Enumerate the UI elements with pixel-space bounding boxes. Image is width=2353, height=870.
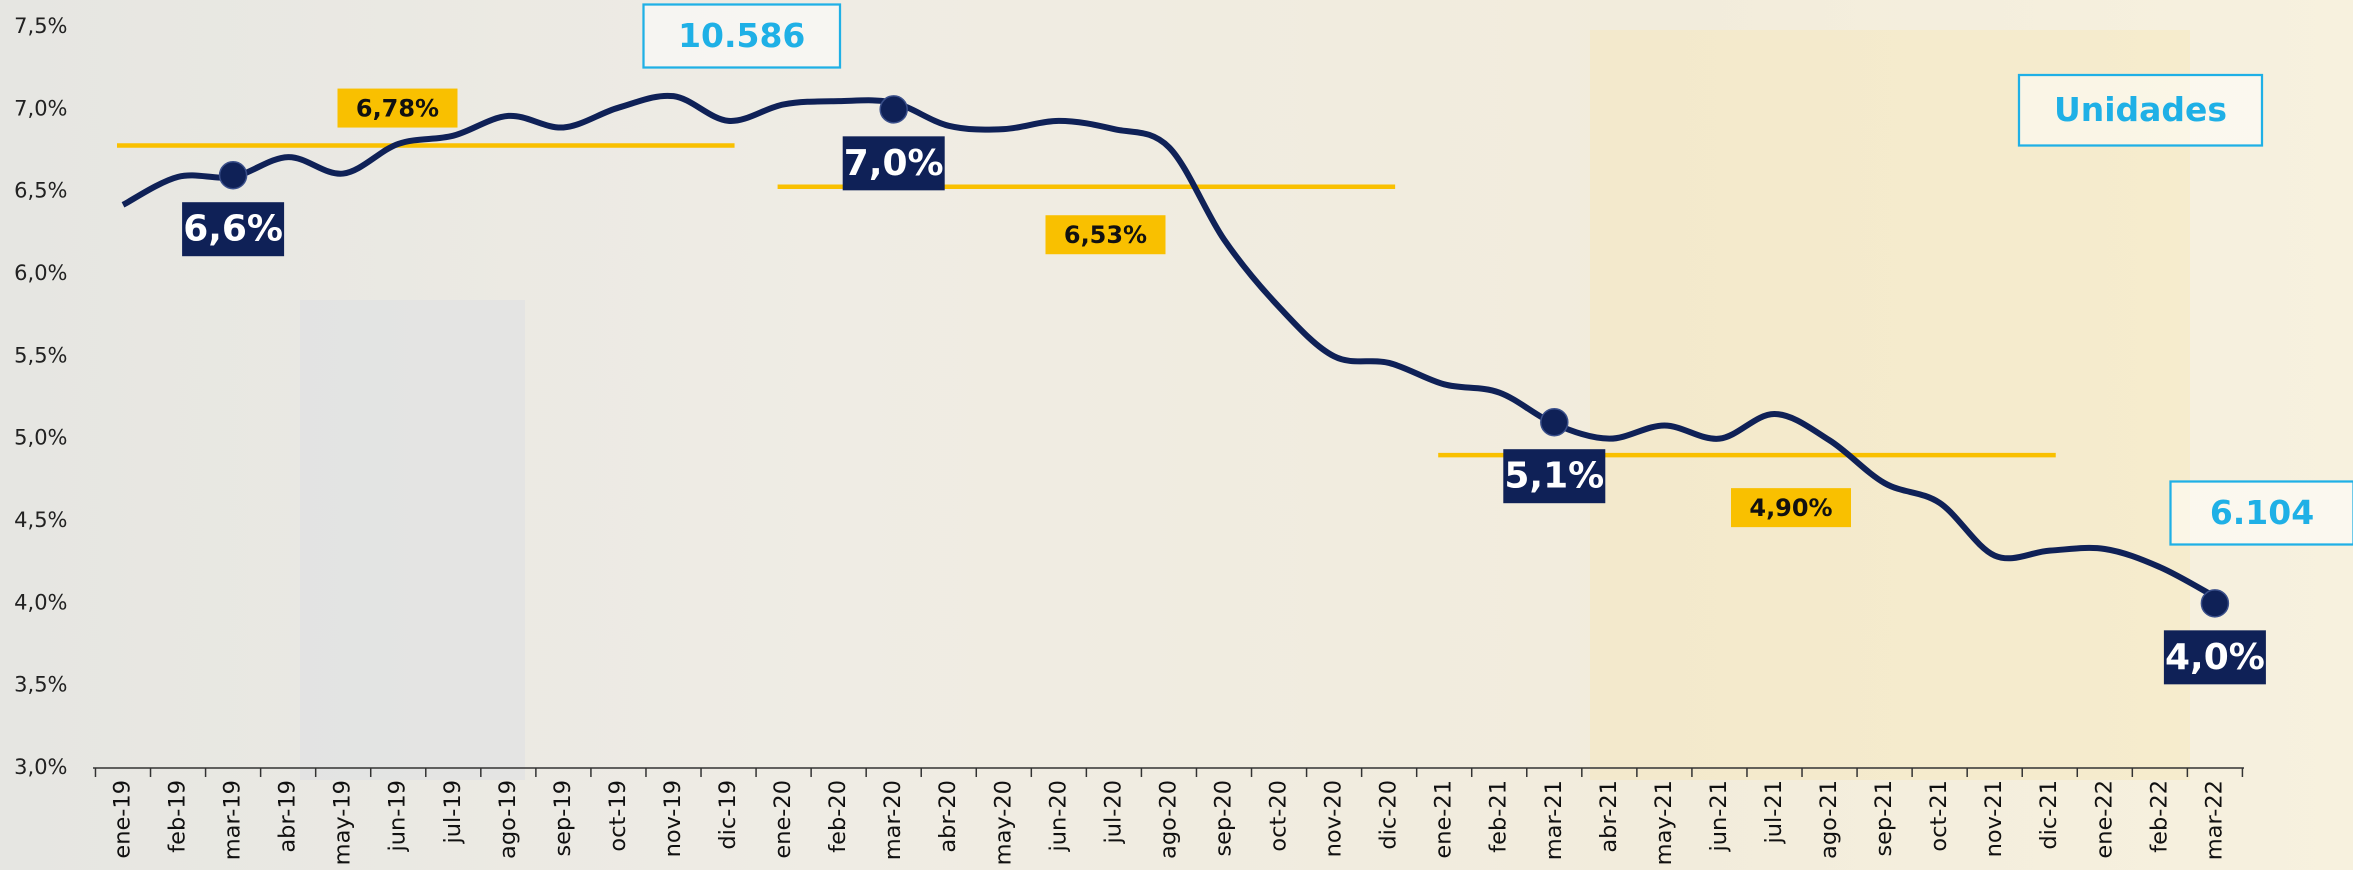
- x-tick-label: jul-20: [1100, 780, 1126, 844]
- x-tick-label: may-21: [1651, 780, 1677, 865]
- x-tick-label: dic-21: [2036, 780, 2062, 850]
- average-label: 6,78%: [356, 95, 439, 123]
- annotation: Unidades: [2054, 90, 2227, 129]
- x-tick-label: mar-20: [880, 780, 906, 860]
- x-tick-label: oct-21: [1926, 780, 1952, 852]
- x-tick-label: mar-22: [2201, 780, 2227, 860]
- x-tick-label: dic-19: [715, 780, 741, 850]
- x-tick-label: jun-19: [385, 780, 411, 852]
- x-tick-label: jul-21: [1761, 780, 1787, 844]
- y-tick-label: 4,5%: [14, 508, 67, 532]
- x-tick-label: jun-20: [1045, 780, 1071, 852]
- x-tick-label: feb-19: [165, 780, 191, 853]
- highlight-point: [880, 96, 907, 123]
- x-tick-label: jul-19: [440, 780, 466, 844]
- x-tick-label: nov-19: [660, 780, 686, 857]
- y-tick-label: 7,0%: [14, 96, 67, 120]
- x-tick-label: mar-19: [220, 780, 246, 860]
- x-tick-label: feb-22: [2146, 780, 2172, 853]
- x-tick-label: feb-21: [1486, 780, 1512, 853]
- page: {"chart_data": {"type": "line", "categor…: [0, 0, 2353, 870]
- highlight-label: 4,0%: [2165, 637, 2265, 678]
- y-tick-label: 3,0%: [14, 755, 67, 779]
- annotation: 6.104: [2210, 493, 2314, 532]
- x-tick-label: ene-20: [770, 780, 796, 859]
- x-tick-label: ago-19: [495, 780, 521, 859]
- highlight-label: 5,1%: [1504, 456, 1604, 497]
- background-shape: [300, 300, 525, 780]
- average-label: 4,90%: [1749, 494, 1832, 522]
- y-tick-label: 5,0%: [14, 426, 67, 450]
- y-tick-label: 7,5%: [14, 14, 67, 38]
- x-tick-label: jun-21: [1706, 780, 1732, 852]
- annotation: 10.586: [678, 16, 805, 55]
- average-label: 6,53%: [1064, 221, 1147, 249]
- x-tick-label: feb-20: [825, 780, 851, 853]
- y-tick-label: 6,0%: [14, 261, 67, 285]
- x-tick-label: oct-19: [605, 780, 631, 852]
- x-tick-label: may-20: [990, 780, 1016, 865]
- x-tick-label: mar-21: [1541, 780, 1567, 860]
- x-tick-label: ago-21: [1816, 780, 1842, 859]
- x-tick-label: dic-20: [1376, 780, 1402, 850]
- highlight-label: 6,6%: [183, 209, 283, 250]
- x-tick-label: ene-19: [109, 780, 135, 859]
- x-tick-label: abr-21: [1596, 780, 1622, 853]
- x-tick-label: sep-21: [1871, 780, 1897, 857]
- x-tick-label: ene-22: [2091, 780, 2117, 859]
- x-tick-label: nov-20: [1321, 780, 1347, 857]
- highlight-point: [1541, 409, 1568, 436]
- y-tick-label: 3,5%: [14, 673, 67, 697]
- highlight-point: [2201, 590, 2228, 617]
- x-tick-label: sep-19: [550, 780, 576, 857]
- y-tick-label: 5,5%: [14, 343, 67, 367]
- x-tick-label: ago-20: [1155, 780, 1181, 859]
- highlight-point: [220, 162, 247, 189]
- x-tick-label: sep-20: [1210, 780, 1236, 857]
- x-tick-label: ene-21: [1431, 780, 1457, 859]
- x-tick-label: may-19: [330, 780, 356, 865]
- x-tick-label: oct-20: [1266, 780, 1292, 852]
- x-tick-label: nov-21: [1981, 780, 2007, 857]
- y-tick-label: 4,0%: [14, 590, 67, 614]
- highlight-label: 7,0%: [844, 143, 944, 184]
- x-tick-label: abr-19: [275, 780, 301, 853]
- x-tick-label: abr-20: [935, 780, 961, 853]
- chart: 3,0% 3,5% 4,0% 4,5% 5,0% 5,5% 6,0% 6,5% 7,0% 7,5%…: [0, 0, 2353, 870]
- y-tick-label: 6,5%: [14, 179, 67, 203]
